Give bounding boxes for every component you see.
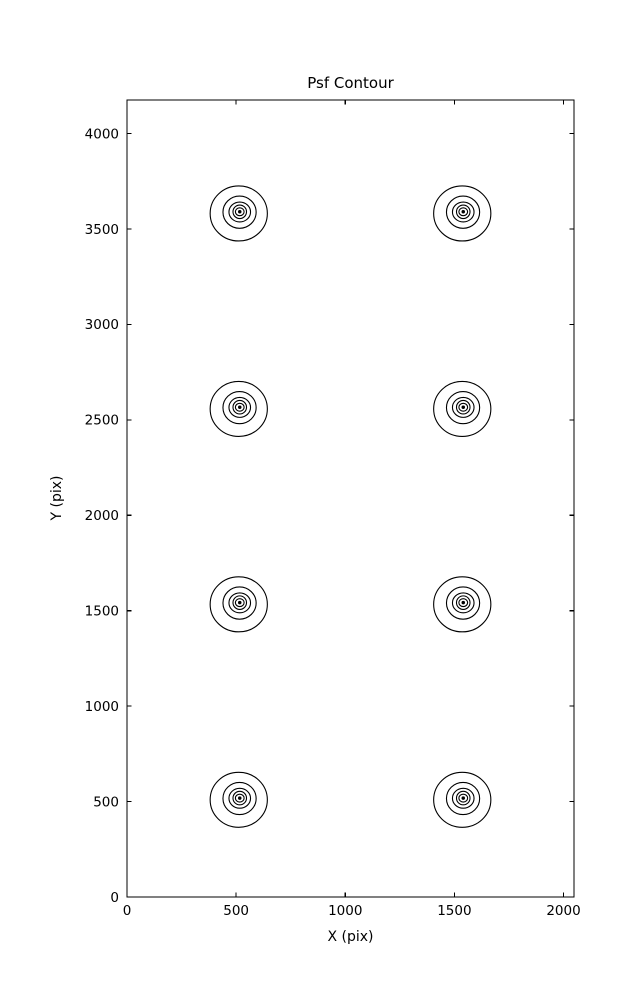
contour-ring (455, 399, 471, 415)
contour-ring (232, 399, 248, 415)
contour-ring (234, 793, 245, 803)
contour-peak-dot (238, 405, 242, 409)
contour-ring (209, 576, 268, 633)
x-tick-label: 2000 (546, 903, 580, 919)
y-tick-label: 2000 (85, 508, 119, 524)
contour-ring (228, 787, 252, 809)
contour-ring (445, 586, 481, 620)
contour-ring (228, 201, 252, 223)
contour-ring (455, 595, 471, 610)
contour-ring (222, 195, 257, 229)
contour-peak-dot (238, 796, 242, 800)
psf-contour-blob (209, 771, 268, 828)
contour-ring (232, 595, 248, 610)
x-tick-label: 0 (123, 903, 132, 919)
contour-peak-dot (238, 210, 242, 214)
y-tick-label: 2500 (85, 413, 119, 429)
x-tick-label: 500 (223, 903, 249, 919)
contour-ring (458, 207, 469, 217)
contour-ring (433, 771, 492, 828)
contour-ring (445, 195, 481, 229)
contour-ring (451, 787, 475, 809)
contour-ring (445, 781, 481, 816)
contour-peak-dot (461, 405, 465, 409)
contour-ring (451, 592, 475, 614)
contour-ring (455, 790, 471, 806)
plot-border (126, 99, 575, 898)
contour-ring (232, 204, 248, 220)
psf-contour-blob (433, 185, 492, 242)
contour-ring (222, 586, 257, 620)
contour-ring (209, 185, 268, 242)
y-tick-label: 4000 (85, 126, 119, 142)
y-tick-label: 1500 (85, 604, 119, 620)
y-tick-label: 3500 (85, 222, 119, 238)
contour-peak-dot (461, 210, 465, 214)
contour-peak-dot (461, 600, 465, 605)
contour-ring (228, 592, 252, 614)
contour-ring (451, 396, 475, 418)
psf-contour-blob (433, 576, 492, 633)
contour-ring (234, 207, 245, 217)
contour-ring (222, 390, 257, 425)
contour-ring (232, 790, 248, 806)
contour-ring (458, 793, 469, 803)
x-tick-label: 1000 (328, 903, 362, 919)
psf-contour-blob (433, 771, 492, 828)
contour-ring (458, 402, 469, 412)
contour-ring (209, 771, 268, 828)
y-tick-label: 500 (93, 794, 119, 810)
contour-ring (228, 396, 252, 418)
contour-ring (433, 576, 492, 633)
contour-ring (234, 402, 245, 412)
psf-contour-blob (209, 185, 268, 242)
x-axis-label: X (pix) (327, 929, 374, 945)
y-tick-label: 1000 (85, 699, 119, 715)
contour-ring (433, 185, 492, 242)
contour-ring (445, 390, 481, 425)
contour-ring (209, 380, 268, 437)
contour-ring (455, 204, 471, 220)
contour-peak-dot (238, 600, 242, 605)
contour-ring (234, 598, 245, 608)
contour-peak-dot (461, 796, 465, 800)
psf-contour-blob (209, 380, 268, 437)
y-tick-label: 3000 (85, 317, 119, 333)
contour-ring (458, 598, 469, 608)
contour-ring (433, 380, 492, 437)
chart-title: Psf Contour (307, 74, 394, 92)
psf-contour-blob (433, 380, 492, 437)
y-tick-label: 0 (110, 890, 119, 906)
x-tick-label: 1500 (437, 903, 471, 919)
contour-ring (222, 781, 257, 816)
contour-ring (451, 201, 475, 223)
psf-contour-blob (209, 576, 268, 633)
